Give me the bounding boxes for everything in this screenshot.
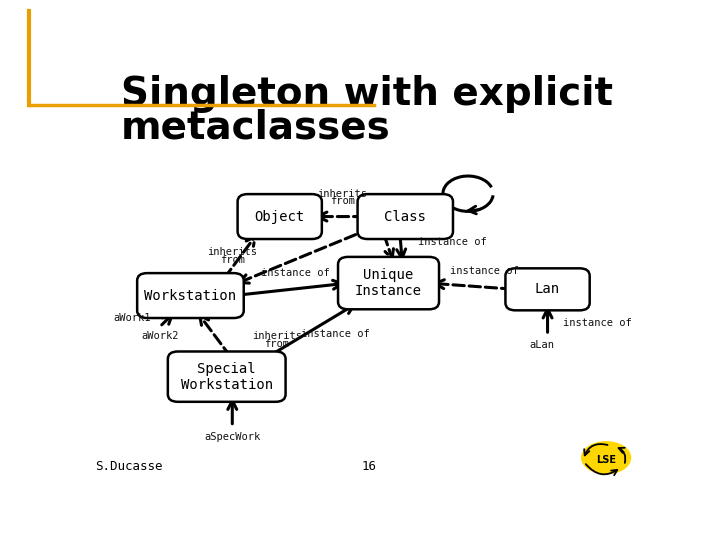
Text: from: from [220,255,245,265]
Text: aWork1: aWork1 [113,313,150,323]
Text: Singleton with explicit: Singleton with explicit [121,75,613,113]
Text: Class: Class [384,210,426,224]
Text: aSpecWork: aSpecWork [204,432,261,442]
Text: instance of: instance of [261,268,330,278]
FancyBboxPatch shape [505,268,590,310]
FancyBboxPatch shape [338,257,439,309]
Text: aWork2: aWork2 [141,331,179,341]
Text: Unique
Instance: Unique Instance [355,268,422,298]
Text: Workstation: Workstation [145,288,236,302]
Text: metaclasses: metaclasses [121,109,390,146]
Text: Lan: Lan [535,282,560,296]
Text: from: from [330,196,355,206]
Text: 16: 16 [361,460,377,473]
Text: aLan: aLan [529,340,554,350]
Text: instance of: instance of [301,329,370,339]
Ellipse shape [581,441,631,474]
Text: Object: Object [255,210,305,224]
Text: inherits: inherits [207,247,257,257]
Text: from: from [264,339,289,349]
Text: inherits: inherits [318,188,367,199]
Text: Special
Workstation: Special Workstation [181,362,273,392]
Text: S.Ducasse: S.Ducasse [96,460,163,473]
Text: LSE: LSE [596,455,616,465]
FancyBboxPatch shape [168,352,286,402]
FancyBboxPatch shape [137,273,244,318]
Text: inherits: inherits [252,331,302,341]
Text: instance of: instance of [564,318,632,328]
FancyBboxPatch shape [238,194,322,239]
Text: instance of: instance of [451,266,519,275]
FancyBboxPatch shape [358,194,453,239]
Text: instance of: instance of [418,237,487,247]
